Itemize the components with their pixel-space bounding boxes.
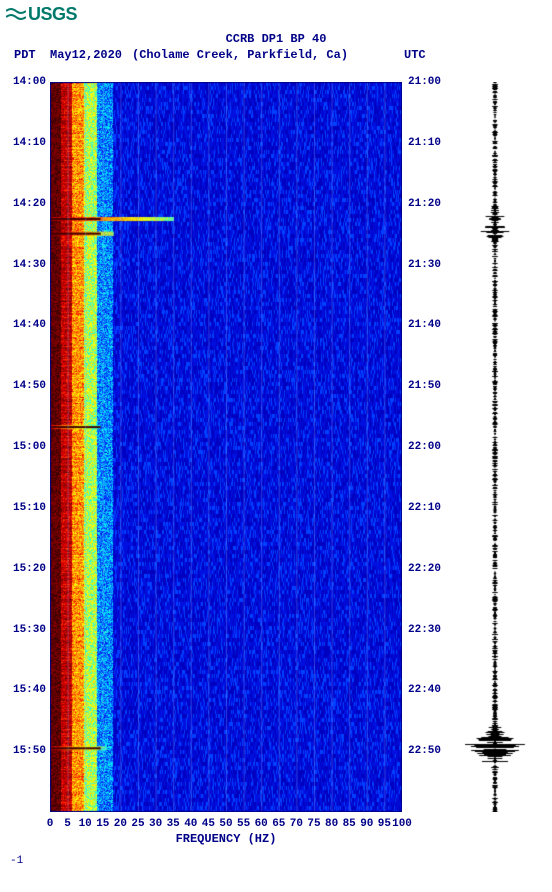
x-axis-label: FREQUENCY (HZ)	[50, 832, 402, 846]
y-tick-left: 15:50	[13, 745, 46, 757]
y-tick-left: 14:30	[13, 259, 46, 271]
y-tick-left: 15:40	[13, 684, 46, 696]
x-tick: 95	[378, 818, 391, 830]
x-tick: 30	[149, 818, 162, 830]
x-tick: 50	[219, 818, 232, 830]
y-tick-left: 14:00	[13, 76, 46, 88]
y-tick-right: 21:50	[408, 380, 441, 392]
y-tick-left: 15:00	[13, 441, 46, 453]
x-tick: 65	[272, 818, 285, 830]
y-tick-left: 14:40	[13, 319, 46, 331]
x-tick: 25	[131, 818, 144, 830]
x-tick: 40	[184, 818, 197, 830]
y-tick-right: 22:50	[408, 745, 441, 757]
x-tick: 75	[307, 818, 320, 830]
x-tick: 15	[96, 818, 109, 830]
y-tick-left: 15:30	[13, 624, 46, 636]
y-tick-left: 14:50	[13, 380, 46, 392]
x-tick: 55	[237, 818, 250, 830]
x-tick: 45	[202, 818, 215, 830]
y-tick-left: 14:20	[13, 198, 46, 210]
y-tick-right: 22:30	[408, 624, 441, 636]
y-tick-right: 22:40	[408, 684, 441, 696]
y-tick-right: 21:30	[408, 259, 441, 271]
spectrogram-plot	[50, 82, 402, 812]
chart-title: CCRB DP1 BP 40	[0, 32, 552, 46]
x-tick: 90	[360, 818, 373, 830]
x-tick: 100	[392, 818, 412, 830]
timezone-left: PDT	[14, 48, 36, 62]
y-tick-left: 15:20	[13, 563, 46, 575]
location: (Cholame Creek, Parkfield, Ca)	[132, 48, 348, 62]
x-tick: 85	[343, 818, 356, 830]
x-tick: 20	[114, 818, 127, 830]
x-tick: 10	[79, 818, 92, 830]
y-tick-left: 14:10	[13, 137, 46, 149]
y-tick-left: 15:10	[13, 502, 46, 514]
date: May12,2020	[50, 48, 122, 62]
x-tick: 70	[290, 818, 303, 830]
x-tick: 5	[64, 818, 71, 830]
logo-text: USGS	[28, 4, 77, 24]
y-tick-right: 21:10	[408, 137, 441, 149]
y-tick-right: 21:40	[408, 319, 441, 331]
y-tick-right: 21:00	[408, 76, 441, 88]
x-tick: 35	[167, 818, 180, 830]
timezone-right: UTC	[404, 48, 426, 62]
usgs-logo: USGS	[6, 4, 77, 25]
y-tick-right: 22:20	[408, 563, 441, 575]
y-tick-right: 22:10	[408, 502, 441, 514]
footer-mark: -1	[10, 855, 23, 867]
x-tick: 60	[255, 818, 268, 830]
y-tick-right: 22:00	[408, 441, 441, 453]
y-tick-right: 21:20	[408, 198, 441, 210]
x-tick: 80	[325, 818, 338, 830]
waveform-plot	[460, 82, 530, 812]
x-tick: 0	[47, 818, 54, 830]
